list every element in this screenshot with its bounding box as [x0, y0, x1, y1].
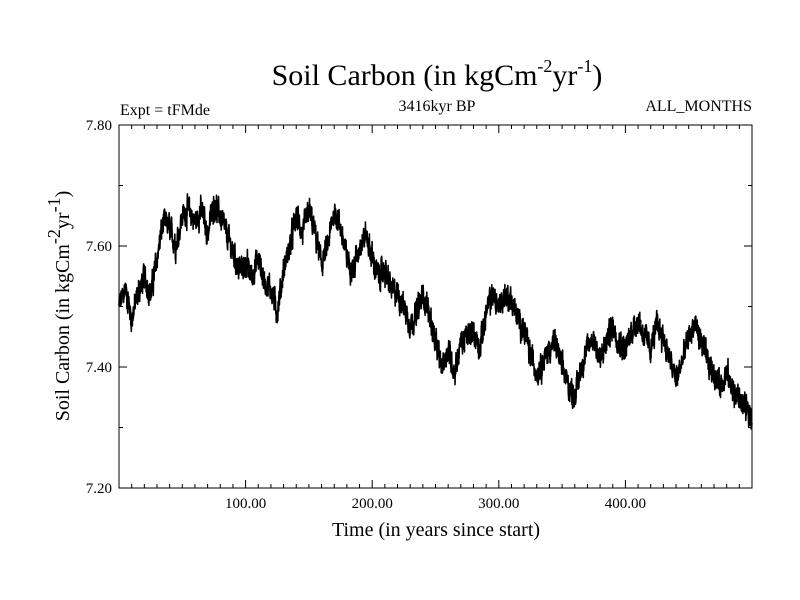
x-tick-label: 100.00: [225, 496, 266, 512]
x-tick-label: 300.00: [478, 496, 519, 512]
y-tick-label: 7.80: [86, 118, 112, 134]
months-label: ALL_MONTHS: [645, 98, 752, 115]
y-axis-label: Soil Carbon (in kgCm-2yr-1): [44, 191, 74, 422]
x-tick-label: 200.00: [352, 496, 393, 512]
experiment-label: Expt = tFMde: [120, 102, 210, 119]
y-tick-label: 7.20: [86, 481, 112, 497]
chart-title: Soil Carbon (in kgCm-2yr-1): [272, 56, 603, 92]
period-label: 3416kyr BP: [399, 98, 476, 115]
series-layer: [118, 193, 753, 430]
x-axis-label: Time (in years since start): [332, 519, 540, 541]
y-tick-label: 7.40: [86, 360, 112, 376]
plot-frame: [118, 124, 753, 489]
x-tick-label: 400.00: [605, 496, 646, 512]
series-line: [118, 193, 753, 430]
y-tick-label: 7.60: [86, 239, 112, 255]
